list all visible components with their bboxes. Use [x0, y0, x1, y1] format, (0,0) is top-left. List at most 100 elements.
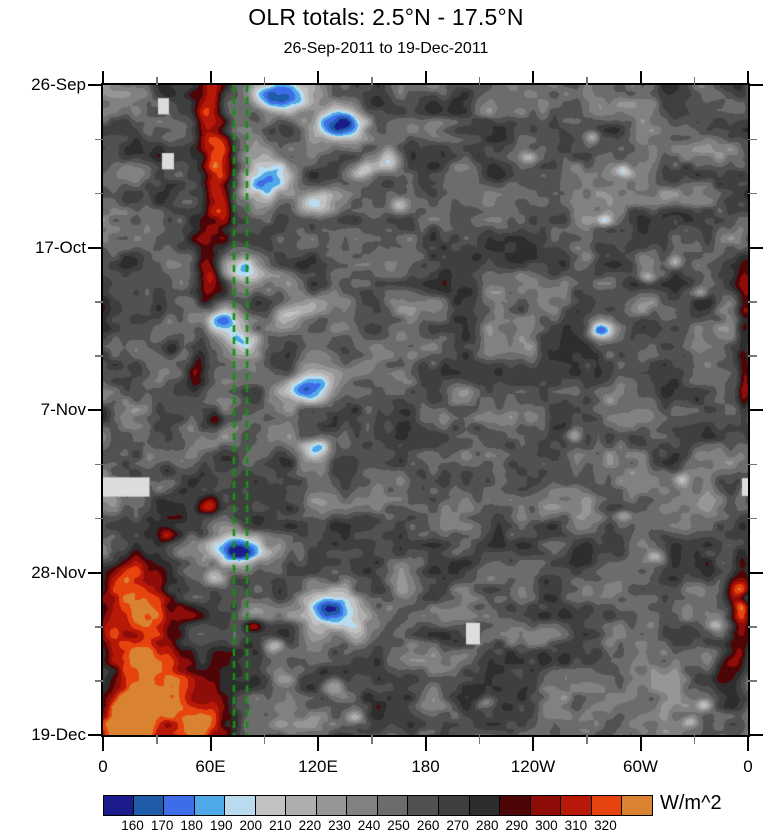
minor-tick [95, 301, 103, 303]
colorbar-tick-label: 280 [475, 818, 499, 833]
minor-tick [748, 517, 757, 520]
minor-tick [748, 192, 757, 195]
colorbar-box [591, 795, 623, 816]
minor-tick [586, 77, 588, 85]
colorbar-box [622, 795, 653, 816]
minor-tick [95, 463, 103, 466]
major-tick [209, 71, 212, 85]
colorbar-box [286, 795, 317, 816]
y-tick-label: 7-Nov [40, 400, 86, 419]
colorbar-box [561, 795, 592, 816]
major-tick [639, 71, 642, 85]
minor-tick [693, 735, 696, 744]
major-tick [748, 409, 763, 411]
x-tick-label: 180 [411, 757, 440, 776]
minor-tick [371, 735, 373, 744]
major-tick [747, 735, 749, 751]
minor-tick [95, 355, 103, 357]
colorbar-box [408, 795, 440, 816]
major-tick [747, 71, 749, 85]
colorbar-box [164, 795, 195, 816]
colorbar-tick-label: 160 [121, 818, 144, 833]
minor-tick [748, 626, 757, 628]
colorbar-box [133, 795, 165, 816]
colorbar-tick-label: 310 [564, 818, 588, 833]
minor-tick [748, 463, 757, 466]
major-tick [748, 571, 763, 574]
colorbar-tick-label: 260 [416, 818, 440, 833]
x-tick-label: 120E [298, 757, 338, 776]
x-tick-label: 0 [98, 757, 108, 776]
major-tick [102, 71, 104, 85]
major-tick [88, 409, 103, 411]
major-tick [639, 735, 642, 751]
x-tick-label: 60W [623, 757, 658, 776]
colorbar-tick-label: 230 [328, 818, 351, 833]
minor-tick [263, 77, 266, 85]
y-tick-label: 17-Oct [34, 237, 86, 257]
major-tick [317, 71, 319, 85]
colorbar-tick-label: 180 [180, 818, 203, 833]
major-tick [748, 84, 763, 86]
major-tick [424, 71, 427, 85]
minor-tick [371, 77, 373, 85]
y-tick-label: 26-Sep [31, 75, 86, 94]
contour-field-canvas [103, 85, 748, 735]
major-tick [748, 246, 763, 249]
colorbar-tick-label: 300 [535, 818, 558, 833]
chart-subtitle: 26-Sep-2011 to 19-Dec-2011 [283, 40, 489, 57]
major-tick [532, 71, 534, 85]
colorbar-box [469, 795, 501, 816]
colorbar-tick-label: 240 [357, 818, 381, 833]
colorbar-box [530, 795, 562, 816]
minor-tick [95, 138, 103, 141]
colorbar-box [439, 795, 470, 816]
minor-tick [95, 517, 103, 520]
colorbar-box [225, 795, 256, 816]
colorbar-box [347, 795, 378, 816]
x-tick-label: 120W [510, 757, 556, 776]
colorbar-units-label: W/m^2 [660, 792, 722, 814]
y-tick-label: 19-Dec [31, 725, 86, 744]
minor-tick [478, 735, 481, 744]
major-tick [317, 735, 319, 751]
colorbar-tick-label: 200 [239, 818, 263, 833]
colorbar-tick-label: 320 [594, 818, 617, 833]
minor-tick [263, 735, 266, 744]
major-tick [748, 734, 763, 736]
minor-tick [693, 77, 696, 85]
colorbar-tick-label: 220 [298, 818, 322, 833]
minor-tick [156, 77, 158, 85]
plot-frame [101, 83, 750, 737]
minor-tick [95, 192, 103, 195]
minor-tick [748, 301, 757, 303]
colorbar-box [103, 795, 134, 816]
colorbar-box [316, 795, 348, 816]
minor-tick [156, 735, 158, 744]
colorbar-box [377, 795, 409, 816]
colorbar-tick-label: 170 [150, 818, 174, 833]
chart-title: OLR totals: 2.5°N - 17.5°N [248, 4, 524, 30]
minor-tick [478, 77, 481, 85]
minor-tick [95, 626, 103, 628]
minor-tick [586, 735, 588, 744]
colorbar-tick-label: 250 [387, 818, 410, 833]
colorbar-box [255, 795, 287, 816]
minor-tick [95, 680, 103, 682]
major-tick [532, 735, 534, 751]
minor-tick [748, 138, 757, 141]
major-tick [209, 735, 212, 751]
minor-tick [748, 355, 757, 357]
colorbar-tick-label: 290 [505, 818, 529, 833]
colorbar [103, 795, 653, 816]
major-tick [88, 84, 103, 86]
y-tick-label: 28-Nov [31, 562, 86, 582]
colorbar-tick-label: 190 [209, 818, 233, 833]
major-tick [88, 734, 103, 736]
major-tick [88, 571, 103, 574]
colorbar-tick-label: 210 [269, 818, 292, 833]
major-tick [88, 246, 103, 249]
x-tick-label: 0 [743, 757, 753, 776]
major-tick [102, 735, 104, 751]
minor-tick [748, 680, 757, 682]
